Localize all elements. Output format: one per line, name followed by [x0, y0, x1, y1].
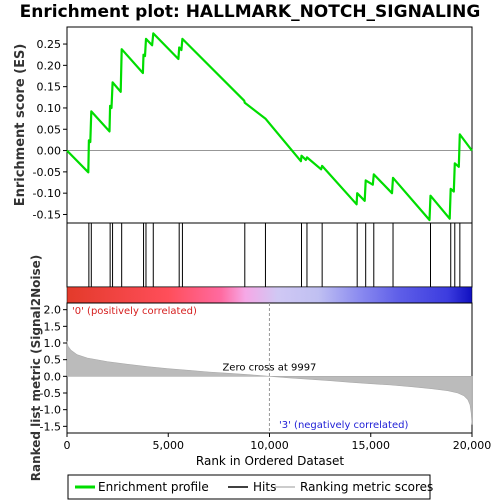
es-tick-label: 0.15: [37, 81, 62, 94]
legend-box: [67, 474, 431, 500]
enrichment-profile-line: [66, 32, 473, 222]
positive-correlation-label: '0' (positively correlated): [72, 306, 197, 317]
metric-axis-label: Ranked list metric (Signal2Noise): [29, 255, 43, 482]
es-tick-label: 0.05: [37, 123, 62, 136]
es-tick-label: 0.20: [37, 59, 62, 72]
x-tick-label: 5,000: [153, 439, 185, 452]
chart-title: Enrichment plot: HALLMARK_NOTCH_SIGNALIN…: [20, 2, 481, 22]
x-tick-label: 0: [64, 439, 71, 452]
es-tick-label: -0.10: [33, 187, 61, 200]
legend-enrichment-label: Enrichment profile: [98, 480, 209, 494]
negative-correlation-label: '3' (negatively correlated): [279, 420, 408, 431]
es-tick-label: -0.15: [33, 208, 61, 221]
hits-panel: [66, 222, 473, 288]
metric-tick-label: 0.5: [44, 354, 62, 367]
zero-cross-label: Zero cross at 9997: [222, 362, 316, 373]
legend-metric-label: Ranking metric scores: [300, 480, 433, 494]
metric-tick-label: -0.5: [40, 387, 61, 400]
metric-tick-label: 0.0: [44, 370, 62, 383]
x-tick-label: 10,000: [250, 439, 289, 452]
legend-hits-label: Hits: [253, 480, 276, 494]
metric-tick-label: -1.0: [40, 404, 61, 417]
es-tick-label: 0.25: [37, 38, 62, 51]
es-tick-label: -0.05: [33, 166, 61, 179]
ranking-metric-area: [66, 341, 473, 425]
es-tick-label: 0.10: [37, 102, 62, 115]
rank-color-bar: [66, 286, 473, 304]
es-axis-label: Enrichment score (ES): [13, 44, 28, 207]
x-axis-label: Rank in Ordered Dataset: [196, 454, 344, 468]
x-tick-label: 20,000: [453, 439, 492, 452]
metric-tick-label: 1.0: [44, 337, 62, 350]
metric-tick-label: -1.5: [40, 420, 61, 433]
x-tick-label: 15,000: [352, 439, 391, 452]
metric-tick-label: 2.0: [44, 304, 62, 317]
es-tick-label: 0.00: [37, 145, 62, 158]
metric-tick-label: 1.5: [44, 320, 62, 333]
